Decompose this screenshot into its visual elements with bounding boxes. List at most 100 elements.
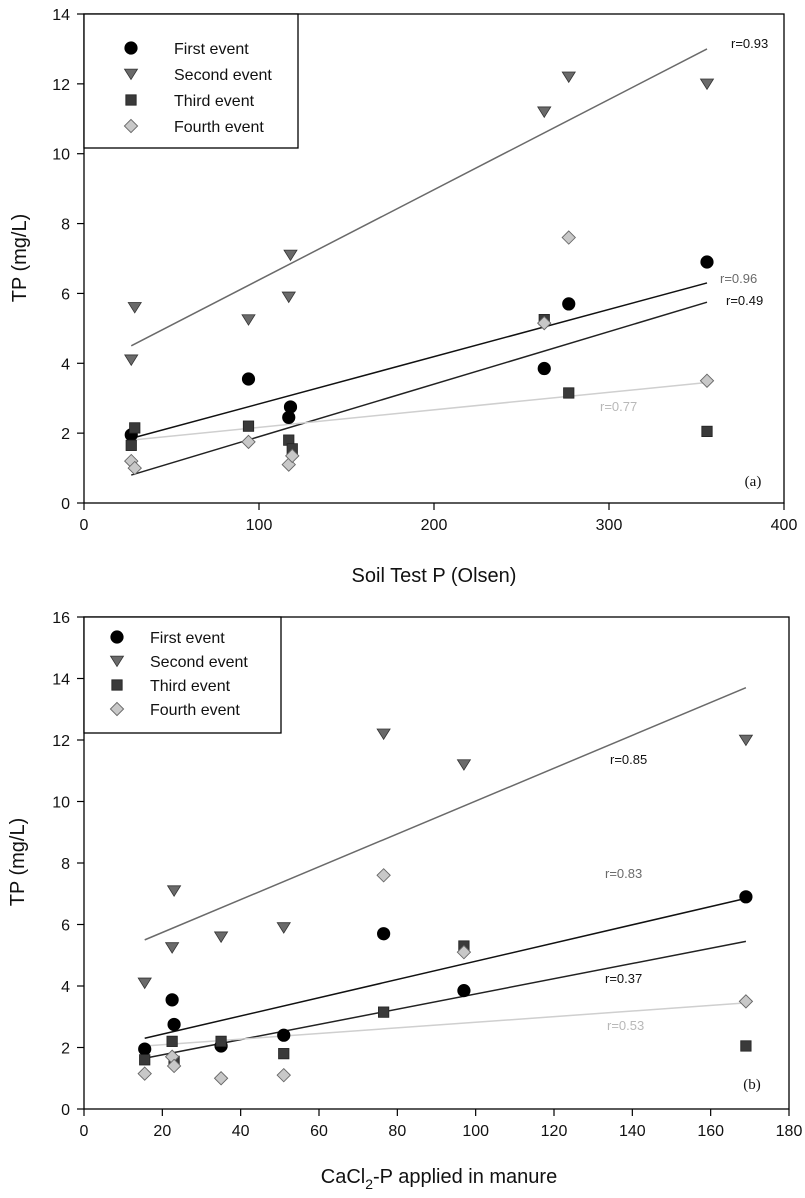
data-point-series-4 xyxy=(127,460,142,476)
panel-label: (a) xyxy=(745,474,762,490)
correlation-label: r=0.93 xyxy=(731,36,768,51)
x-tick-label: 80 xyxy=(388,1123,406,1140)
data-point-series-2 xyxy=(376,728,391,741)
data-point-series-3 xyxy=(215,1035,227,1047)
x-tick-label: 140 xyxy=(619,1123,646,1140)
y-axis-title: TP (mg/L) xyxy=(7,818,29,907)
data-point-series-2 xyxy=(241,314,256,326)
regression-line-1 xyxy=(144,897,747,1040)
regression-line-2 xyxy=(130,48,708,347)
data-point-series-1 xyxy=(283,400,298,414)
correlation-label: r=0.83 xyxy=(605,866,642,881)
data-point-series-1 xyxy=(277,1028,291,1042)
data-point-series-4 xyxy=(285,448,300,464)
data-point-series-3 xyxy=(563,387,575,399)
y-tick-label: 10 xyxy=(52,795,70,812)
legend-marker xyxy=(110,630,124,644)
data-point-series-4 xyxy=(241,434,256,450)
data-point-series-2 xyxy=(124,354,139,367)
legend-label: Second event xyxy=(174,67,272,84)
data-point-series-1 xyxy=(537,361,551,376)
data-point-series-1 xyxy=(700,255,714,269)
data-point-series-3 xyxy=(740,1040,752,1052)
data-point-series-1 xyxy=(562,297,576,311)
regression-line-4 xyxy=(131,381,708,441)
x-axis-title: CaCl2-P applied in manure xyxy=(321,1166,557,1192)
panel-a: 0 100 200 300 400 0 2 4 6 8 10 12 14 Soil Test P (Ols… xyxy=(9,7,797,587)
data-point-series-4 xyxy=(561,230,576,245)
data-point-series-3 xyxy=(125,439,137,451)
y-tick-label: 14 xyxy=(52,7,70,24)
correlation-label: r=0.85 xyxy=(610,752,647,767)
y-tick-label: 2 xyxy=(61,426,70,443)
legend-marker xyxy=(124,41,138,55)
x-tick-label: 0 xyxy=(80,1123,89,1140)
data-point-series-2 xyxy=(213,931,229,944)
legend-marker xyxy=(123,68,139,81)
legend-label: Fourth event xyxy=(150,702,240,719)
data-point-series-4 xyxy=(276,1067,291,1083)
data-point-series-3 xyxy=(166,1035,178,1047)
y-tick-label: 14 xyxy=(52,672,70,689)
data-point-series-4 xyxy=(456,944,472,960)
data-point-series-1 xyxy=(739,890,753,904)
data-point-series-2 xyxy=(127,302,142,314)
x-tick-label: 100 xyxy=(462,1123,489,1140)
legend-label: Third event xyxy=(174,93,255,110)
legend-marker xyxy=(109,655,125,668)
legend-label: Third event xyxy=(150,678,231,695)
data-point-series-4 xyxy=(213,1071,229,1086)
data-point-series-2 xyxy=(738,734,754,747)
data-point-series-2 xyxy=(137,977,152,990)
regression-line-4 xyxy=(144,1002,746,1047)
correlation-label: r=0.49 xyxy=(726,293,763,308)
y-tick-label: 12 xyxy=(52,77,70,94)
legend-label: Second event xyxy=(150,654,248,671)
x-tick-label: 40 xyxy=(232,1123,250,1140)
data-point-series-3 xyxy=(242,420,255,432)
regression-line-1 xyxy=(131,282,708,440)
data-point-series-3 xyxy=(701,425,713,437)
regression-line-2 xyxy=(144,687,747,941)
legend-marker xyxy=(111,679,123,691)
correlation-label: r=0.37 xyxy=(605,971,642,986)
y-tick-label: 16 xyxy=(52,610,70,627)
data-point-series-1 xyxy=(138,1042,152,1056)
legend-box xyxy=(83,13,299,149)
data-point-series-4 xyxy=(166,1058,182,1074)
correlation-label: r=0.96 xyxy=(720,271,757,286)
data-point-series-2 xyxy=(166,885,182,897)
data-point-series-3 xyxy=(129,422,141,434)
x-tick-label: 160 xyxy=(697,1123,724,1140)
data-point-series-2 xyxy=(283,249,298,262)
data-point-series-3 xyxy=(139,1054,151,1066)
y-tick-label: 4 xyxy=(61,356,70,373)
y-tick-label: 6 xyxy=(61,918,70,935)
legend-marker xyxy=(125,94,137,106)
data-point-series-4 xyxy=(137,1066,152,1081)
x-tick-label: 20 xyxy=(153,1123,171,1140)
y-tick-label: 6 xyxy=(61,286,70,303)
x-tick-label: 300 xyxy=(596,517,623,534)
data-point-series-2 xyxy=(456,759,472,771)
data-point-series-1 xyxy=(167,1017,181,1032)
data-point-series-2 xyxy=(699,78,715,91)
x-tick-label: 200 xyxy=(421,517,448,534)
legend-label: First event xyxy=(174,41,249,58)
x-tick-label: 100 xyxy=(246,517,273,534)
legend-marker xyxy=(123,118,139,134)
data-point-series-1 xyxy=(165,993,179,1007)
data-point-series-4 xyxy=(376,868,391,883)
correlation-label: r=0.53 xyxy=(607,1018,644,1033)
y-tick-label: 8 xyxy=(61,856,70,873)
y-tick-label: 12 xyxy=(52,733,70,750)
data-point-series-2 xyxy=(281,291,296,304)
data-point-series-3 xyxy=(378,1006,390,1018)
y-tick-label: 8 xyxy=(61,217,70,234)
y-tick-label: 0 xyxy=(61,496,70,513)
data-point-series-4 xyxy=(699,373,715,388)
y-tick-label: 10 xyxy=(52,147,70,164)
